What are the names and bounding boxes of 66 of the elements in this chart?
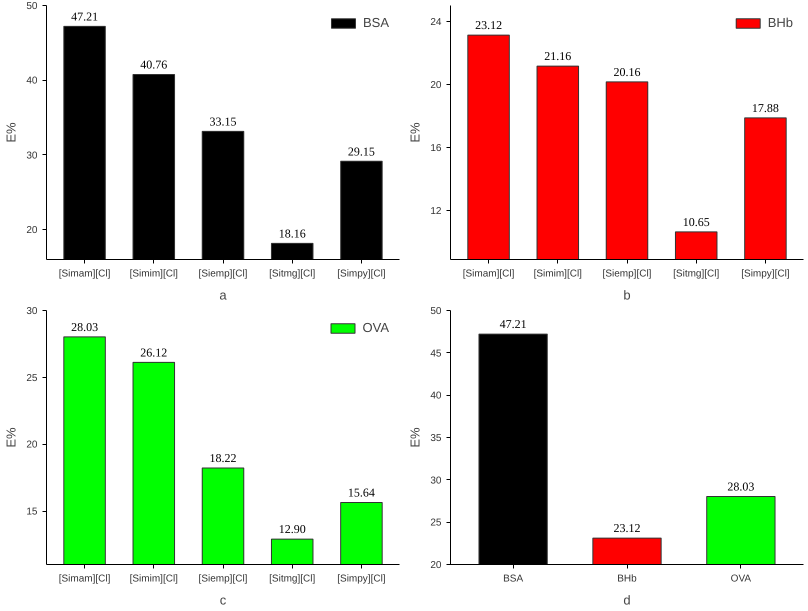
y-tick-label: 24	[430, 16, 442, 28]
data-label: 23.12	[475, 18, 502, 32]
y-tick-label: 15	[26, 506, 38, 518]
data-label: 20.16	[614, 64, 640, 79]
x-tick-label: [Simim][Cl]	[130, 574, 178, 584]
y-tick-label: 50	[430, 306, 442, 317]
data-label: 23.12	[614, 521, 640, 536]
y-tick-label: 45	[430, 348, 442, 360]
data-label: 18.16	[278, 226, 306, 240]
data-label: 29.15	[348, 144, 375, 158]
legend-label: OVA	[362, 320, 389, 335]
x-tick-label: [Simpy][Cl]	[337, 268, 386, 280]
x-tick-label: BSA	[503, 574, 524, 584]
y-tick-label: 16	[430, 142, 442, 154]
y-tick-label: 25	[26, 372, 38, 384]
x-tick-label: [Simam][Cl]	[58, 268, 111, 280]
x-tick-label: BHb	[617, 574, 638, 584]
y-tick-label: 20	[26, 440, 38, 451]
y-tick-label: 20	[430, 80, 442, 91]
y-tick-label: 20	[26, 225, 38, 236]
y-tick-label: 40	[430, 390, 442, 402]
x-tick-label: [Siemp][Cl]	[602, 268, 652, 280]
y-tick-label: 40	[26, 76, 38, 87]
data-label: 21.16	[544, 49, 572, 64]
x-tick-label: OVA	[730, 574, 752, 584]
data-label: 18.22	[210, 450, 236, 465]
x-tick-label: [Sitmg][Cl]	[269, 574, 316, 584]
data-label: 47.21	[500, 317, 527, 332]
x-axis-title: b	[623, 288, 631, 302]
y-axis-title: E%	[407, 122, 422, 143]
x-tick-label: [Simam][Cl]	[462, 268, 515, 280]
data-label: 33.15	[210, 114, 236, 128]
y-tick-label: 12	[430, 206, 442, 218]
y-axis-title: E%	[407, 426, 422, 448]
x-tick-label: [Simam][Cl]	[58, 574, 111, 584]
x-tick-label: [Simim][Cl]	[130, 268, 178, 280]
y-axis-title: E%	[3, 122, 18, 143]
data-label: 26.12	[140, 345, 168, 360]
data-label: 28.03	[71, 320, 98, 334]
x-tick-label: [Simpy][Cl]	[741, 268, 790, 280]
data-label: 17.88	[752, 100, 779, 115]
legend-label: BSA	[362, 15, 389, 30]
data-label: 15.64	[348, 485, 375, 500]
data-label: 40.76	[140, 58, 168, 72]
x-axis-title: a	[219, 288, 228, 302]
x-tick-label: [Sitmg][Cl]	[673, 268, 720, 280]
data-label: 28.03	[727, 480, 754, 494]
data-label: 10.65	[682, 214, 710, 229]
x-tick-label: [Siemp][Cl]	[198, 574, 248, 584]
x-tick-label: [Simim][Cl]	[534, 268, 582, 280]
y-axis-title: E%	[3, 426, 18, 448]
y-tick-label: 30	[430, 475, 442, 486]
data-label: 12.90	[278, 522, 306, 536]
x-axis-title: c	[220, 592, 227, 608]
x-tick-label: [Simpy][Cl]	[337, 574, 386, 584]
legend-label: BHb	[768, 15, 793, 30]
y-tick-label: 35	[430, 433, 442, 444]
y-tick-label: 30	[26, 150, 38, 162]
y-tick-label: 20	[430, 560, 442, 571]
x-axis-title: d	[623, 592, 631, 608]
x-tick-label: [Siemp][Cl]	[198, 268, 248, 280]
data-label: 47.21	[71, 9, 98, 24]
y-tick-label: 30	[26, 306, 38, 317]
x-tick-label: [Sitmg][Cl]	[269, 268, 316, 280]
y-tick-label: 25	[430, 518, 442, 529]
y-tick-label: 50	[26, 1, 38, 12]
